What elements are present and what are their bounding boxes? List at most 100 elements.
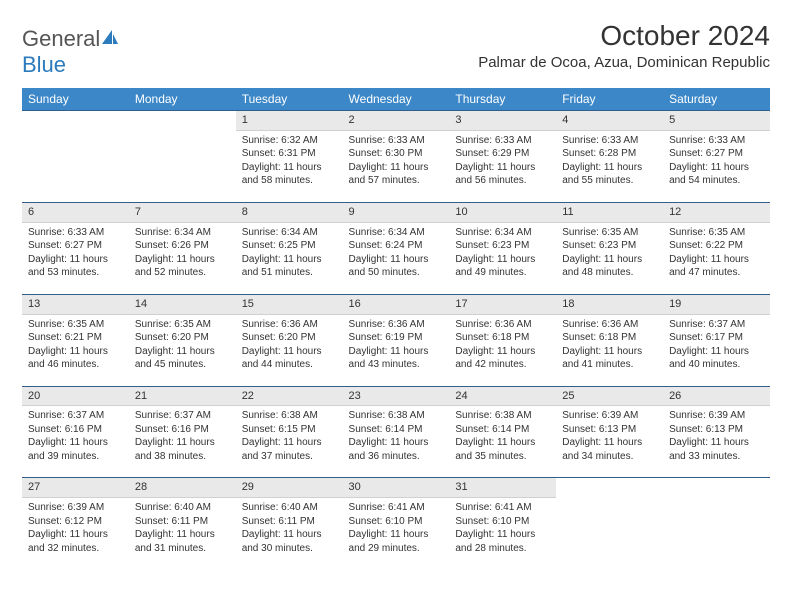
day-content-cell: Sunrise: 6:35 AMSunset: 6:22 PMDaylight:… — [663, 222, 770, 294]
sunset-line: Sunset: 6:23 PM — [562, 239, 657, 253]
sunset-line: Sunset: 6:21 PM — [28, 331, 123, 345]
day-number-cell — [129, 111, 236, 131]
sunset-line: Sunset: 6:14 PM — [455, 423, 550, 437]
weekday-header: Wednesday — [343, 88, 450, 111]
day-number-cell: 4 — [556, 111, 663, 131]
daylight-line: Daylight: 11 hours and 47 minutes. — [669, 253, 764, 280]
day-content-cell: Sunrise: 6:41 AMSunset: 6:10 PMDaylight:… — [343, 498, 450, 570]
sunrise-line: Sunrise: 6:38 AM — [349, 409, 444, 423]
day-content-cell — [663, 498, 770, 570]
daylight-line: Daylight: 11 hours and 44 minutes. — [242, 345, 337, 372]
daylight-line: Daylight: 11 hours and 55 minutes. — [562, 161, 657, 188]
sunrise-line: Sunrise: 6:34 AM — [135, 226, 230, 240]
daylight-line: Daylight: 11 hours and 52 minutes. — [135, 253, 230, 280]
day-content-cell: Sunrise: 6:32 AMSunset: 6:31 PMDaylight:… — [236, 130, 343, 202]
daylight-line: Daylight: 11 hours and 29 minutes. — [349, 528, 444, 555]
day-content-cell: Sunrise: 6:41 AMSunset: 6:10 PMDaylight:… — [449, 498, 556, 570]
daylight-line: Daylight: 11 hours and 50 minutes. — [349, 253, 444, 280]
brand-part2: Blue — [22, 52, 66, 77]
daylight-line: Daylight: 11 hours and 33 minutes. — [669, 436, 764, 463]
day-number-cell: 10 — [449, 202, 556, 222]
day-content-cell: Sunrise: 6:36 AMSunset: 6:18 PMDaylight:… — [556, 314, 663, 386]
daylight-line: Daylight: 11 hours and 53 minutes. — [28, 253, 123, 280]
sunset-line: Sunset: 6:13 PM — [669, 423, 764, 437]
day-content-cell: Sunrise: 6:38 AMSunset: 6:14 PMDaylight:… — [343, 406, 450, 478]
sunrise-line: Sunrise: 6:33 AM — [669, 134, 764, 148]
day-content-cell: Sunrise: 6:33 AMSunset: 6:28 PMDaylight:… — [556, 130, 663, 202]
day-content-row: Sunrise: 6:35 AMSunset: 6:21 PM Daylight:… — [22, 314, 770, 386]
brand-logo: GeneralBlue — [22, 26, 120, 78]
day-number-cell: 25 — [556, 386, 663, 406]
day-number-cell: 3 — [449, 111, 556, 131]
day-number-cell: 24 — [449, 386, 556, 406]
weekday-header: Saturday — [663, 88, 770, 111]
day-number-cell: 31 — [449, 478, 556, 498]
sunset-line: Sunset: 6:22 PM — [669, 239, 764, 253]
sunset-line: Sunset: 6:17 PM — [669, 331, 764, 345]
daylight-line: Daylight: 11 hours and 38 minutes. — [135, 436, 230, 463]
daylight-line: Daylight: 11 hours and 49 minutes. — [455, 253, 550, 280]
weekday-header: Tuesday — [236, 88, 343, 111]
sunrise-line: Sunrise: 6:41 AM — [455, 501, 550, 515]
day-number-cell: 28 — [129, 478, 236, 498]
day-content-cell: Sunrise: 6:38 AMSunset: 6:15 PMDaylight:… — [236, 406, 343, 478]
day-number-row: 13141516171819 — [22, 294, 770, 314]
sunrise-line: Sunrise: 6:33 AM — [455, 134, 550, 148]
sunrise-line: Sunrise: 6:35 AM — [28, 318, 123, 332]
sunset-line: Sunset: 6:12 PM — [28, 515, 123, 529]
day-content-cell: Sunrise: 6:34 AMSunset: 6:23 PMDaylight:… — [449, 222, 556, 294]
day-content-cell: Sunrise: 6:35 AMSunset: 6:20 PMDaylight:… — [129, 314, 236, 386]
daylight-line: Daylight: 11 hours and 45 minutes. — [135, 345, 230, 372]
header: GeneralBlue October 2024 Palmar de Ocoa,… — [22, 20, 770, 78]
sunrise-line: Sunrise: 6:40 AM — [242, 501, 337, 515]
day-content-cell — [556, 498, 663, 570]
day-content-row: Sunrise: 6:39 AMSunset: 6:12 PMDaylight:… — [22, 498, 770, 570]
day-content-cell: Sunrise: 6:37 AMSunset: 6:16 PMDaylight:… — [129, 406, 236, 478]
day-content-cell: Sunrise: 6:33 AMSunset: 6:27 PMDaylight:… — [22, 222, 129, 294]
sunrise-line: Sunrise: 6:37 AM — [135, 409, 230, 423]
sunset-line: Sunset: 6:10 PM — [349, 515, 444, 529]
sunset-line: Sunset: 6:30 PM — [349, 147, 444, 161]
day-number-cell: 5 — [663, 111, 770, 131]
day-content-cell: Sunrise: 6:34 AMSunset: 6:24 PMDaylight:… — [343, 222, 450, 294]
brand-name: GeneralBlue — [22, 26, 120, 78]
sunrise-line: Sunrise: 6:38 AM — [242, 409, 337, 423]
sunset-line: Sunset: 6:25 PM — [242, 239, 337, 253]
calendar-table: SundayMondayTuesdayWednesdayThursdayFrid… — [22, 88, 770, 570]
daylight-line: Daylight: 11 hours and 48 minutes. — [562, 253, 657, 280]
day-number-cell — [556, 478, 663, 498]
sunset-line: Sunset: 6:26 PM — [135, 239, 230, 253]
day-number-cell: 16 — [343, 294, 450, 314]
weekday-header: Friday — [556, 88, 663, 111]
weekday-header-row: SundayMondayTuesdayWednesdayThursdayFrid… — [22, 88, 770, 111]
weekday-header: Thursday — [449, 88, 556, 111]
sunset-line: Sunset: 6:20 PM — [135, 331, 230, 345]
brand-part1: General — [22, 26, 100, 51]
daylight-line: Daylight: 11 hours and 36 minutes. — [349, 436, 444, 463]
day-content-cell: Sunrise: 6:39 AMSunset: 6:13 PMDaylight:… — [556, 406, 663, 478]
sunset-line: Sunset: 6:14 PM — [349, 423, 444, 437]
day-content-cell: Sunrise: 6:36 AMSunset: 6:18 PMDaylight:… — [449, 314, 556, 386]
sunset-line: Sunset: 6:13 PM — [562, 423, 657, 437]
day-content-row: Sunrise: 6:32 AMSunset: 6:31 PMDaylight:… — [22, 130, 770, 202]
day-number-cell: 1 — [236, 111, 343, 131]
day-number-cell: 6 — [22, 202, 129, 222]
sunrise-line: Sunrise: 6:41 AM — [349, 501, 444, 515]
day-content-cell: Sunrise: 6:38 AMSunset: 6:14 PMDaylight:… — [449, 406, 556, 478]
sunrise-line: Sunrise: 6:36 AM — [562, 318, 657, 332]
day-number-cell: 2 — [343, 111, 450, 131]
sunset-line: Sunset: 6:18 PM — [562, 331, 657, 345]
sunset-line: Sunset: 6:15 PM — [242, 423, 337, 437]
sunset-line: Sunset: 6:10 PM — [455, 515, 550, 529]
daylight-line: Daylight: 11 hours and 42 minutes. — [455, 345, 550, 372]
day-content-cell: Sunrise: 6:40 AMSunset: 6:11 PMDaylight:… — [129, 498, 236, 570]
day-content-cell: Sunrise: 6:35 AMSunset: 6:21 PMDaylight:… — [22, 314, 129, 386]
sunrise-line: Sunrise: 6:34 AM — [455, 226, 550, 240]
day-content-cell: Sunrise: 6:40 AMSunset: 6:11 PMDaylight:… — [236, 498, 343, 570]
sunrise-line: Sunrise: 6:36 AM — [349, 318, 444, 332]
day-number-cell: 29 — [236, 478, 343, 498]
day-number-cell: 7 — [129, 202, 236, 222]
day-content-cell: Sunrise: 6:39 AMSunset: 6:13 PMDaylight:… — [663, 406, 770, 478]
sunrise-line: Sunrise: 6:37 AM — [28, 409, 123, 423]
day-content-cell: Sunrise: 6:37 AMSunset: 6:16 PMDaylight:… — [22, 406, 129, 478]
